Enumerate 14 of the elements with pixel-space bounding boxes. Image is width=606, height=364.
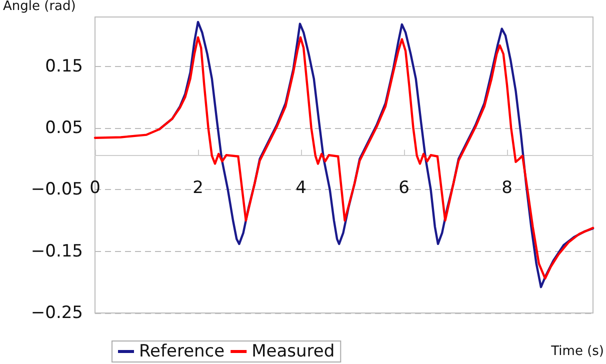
y-tick-label: 0.05 xyxy=(45,118,83,138)
legend-label: Reference xyxy=(139,342,225,362)
y-tick-label: −0.25 xyxy=(30,303,83,323)
x-tick-label: 2 xyxy=(192,178,204,198)
legend-label: Measured xyxy=(252,342,335,362)
y-tick-label: −0.05 xyxy=(30,180,83,200)
x-tick-label: 6 xyxy=(398,178,410,198)
x-axis-title: Time (s) xyxy=(550,344,604,359)
y-axis-title: Angle (rad) xyxy=(3,0,76,14)
x-tick-label: 8 xyxy=(502,178,512,198)
x-tick-label: 0 xyxy=(90,178,100,198)
x-tick-label: 4 xyxy=(296,178,306,198)
y-tick-label: 0.15 xyxy=(45,56,83,76)
y-tick-label: −0.15 xyxy=(30,241,83,262)
